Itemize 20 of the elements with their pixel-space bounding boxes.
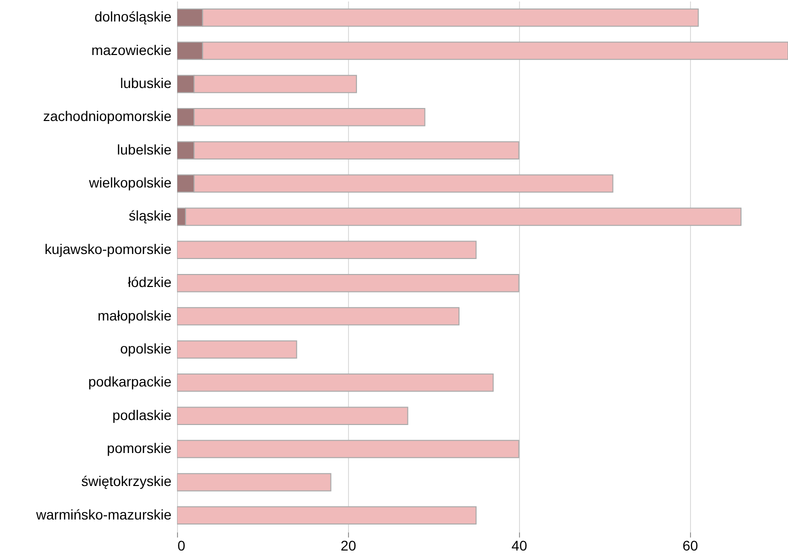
y-tick-label: świętokrzyskie <box>81 473 172 490</box>
x-tick-label: 20 <box>340 538 356 554</box>
y-tick-label: lubuskie <box>120 74 172 91</box>
y-tick-label: pomorskie <box>106 440 172 456</box>
y-tick-label: łódzkie <box>128 274 172 290</box>
y-tick-label: lubelskie <box>117 141 172 158</box>
y-tick-label: kujawsko-pomorskie <box>44 240 172 257</box>
y-tick-label: mazowieckie <box>91 42 172 58</box>
y-tick-label: podkarpackie <box>88 374 172 390</box>
y-tick-label: śląskie <box>128 208 172 224</box>
x-tick-label: 40 <box>512 538 528 554</box>
y-tick-label: podlaskie <box>112 406 172 423</box>
x-tick-label: 0 <box>178 538 186 554</box>
y-tick-label: dolnośląskie <box>94 8 172 25</box>
y-tick-label: opolskie <box>120 340 172 356</box>
y-tick-label: zachodniopomorskie <box>43 108 172 124</box>
y-tick-label: małopolskie <box>98 307 172 324</box>
y-tick-label: warmińsko-mazurskie <box>35 506 172 522</box>
y-tick-label: wielkopolskie <box>88 174 172 191</box>
x-tick-label: 60 <box>682 538 698 554</box>
